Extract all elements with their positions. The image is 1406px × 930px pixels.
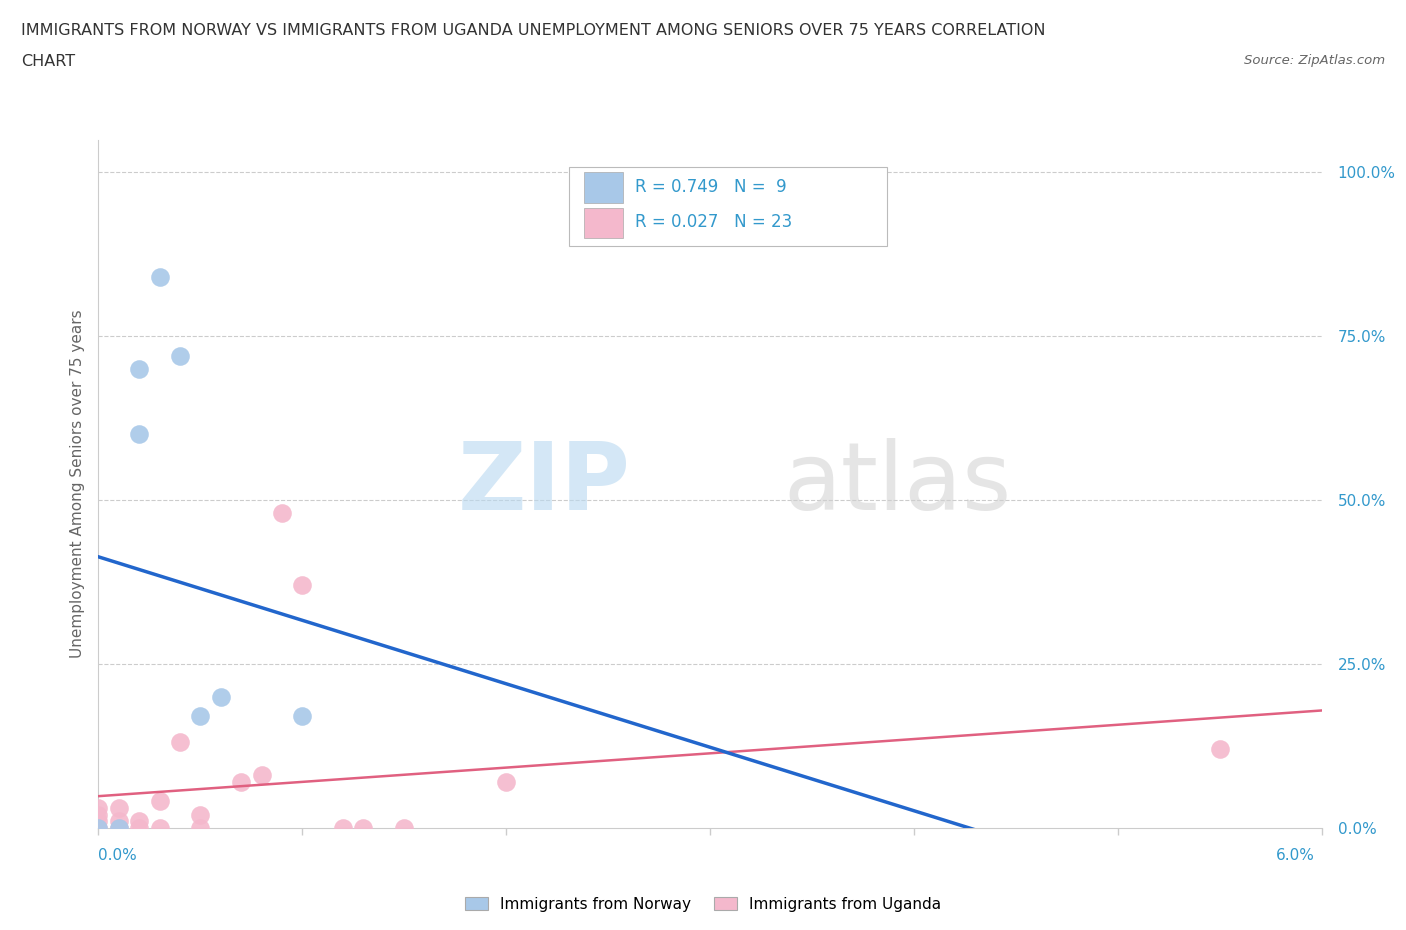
Point bbox=[188, 709, 212, 724]
Text: ZIP: ZIP bbox=[457, 438, 630, 529]
Point bbox=[291, 578, 314, 592]
Point bbox=[209, 689, 232, 704]
Point bbox=[188, 807, 212, 822]
Point bbox=[87, 814, 110, 829]
Y-axis label: Unemployment Among Seniors over 75 years: Unemployment Among Seniors over 75 years bbox=[69, 310, 84, 658]
Point bbox=[87, 820, 110, 835]
Point bbox=[108, 814, 131, 829]
Point bbox=[87, 820, 110, 835]
Point bbox=[270, 506, 292, 521]
Text: 6.0%: 6.0% bbox=[1275, 848, 1315, 863]
Point bbox=[188, 820, 212, 835]
Point bbox=[128, 820, 150, 835]
Point bbox=[128, 427, 150, 442]
Legend: Immigrants from Norway, Immigrants from Uganda: Immigrants from Norway, Immigrants from … bbox=[458, 890, 948, 918]
Point bbox=[128, 362, 150, 377]
Point bbox=[128, 814, 150, 829]
Point bbox=[250, 768, 273, 783]
Text: Source: ZipAtlas.com: Source: ZipAtlas.com bbox=[1244, 54, 1385, 67]
Point bbox=[169, 735, 191, 750]
Point bbox=[149, 794, 172, 809]
Point bbox=[291, 709, 314, 724]
FancyBboxPatch shape bbox=[569, 167, 887, 246]
Text: IMMIGRANTS FROM NORWAY VS IMMIGRANTS FROM UGANDA UNEMPLOYMENT AMONG SENIORS OVER: IMMIGRANTS FROM NORWAY VS IMMIGRANTS FRO… bbox=[21, 23, 1046, 38]
Point bbox=[108, 801, 131, 816]
Text: R = 0.749   N =  9: R = 0.749 N = 9 bbox=[636, 178, 787, 196]
Point bbox=[392, 820, 416, 835]
Text: CHART: CHART bbox=[21, 54, 75, 69]
Point bbox=[87, 801, 110, 816]
Point bbox=[149, 270, 172, 285]
Text: atlas: atlas bbox=[783, 438, 1012, 529]
Point bbox=[108, 820, 131, 835]
Point bbox=[352, 820, 374, 835]
Text: 0.0%: 0.0% bbox=[98, 848, 138, 863]
Point bbox=[332, 820, 354, 835]
Point bbox=[87, 807, 110, 822]
Point bbox=[108, 820, 131, 835]
Text: R = 0.027   N = 23: R = 0.027 N = 23 bbox=[636, 213, 793, 232]
FancyBboxPatch shape bbox=[583, 208, 623, 238]
Point bbox=[149, 820, 172, 835]
Point bbox=[169, 349, 191, 364]
Point bbox=[231, 775, 253, 790]
Point bbox=[1208, 741, 1232, 756]
Point bbox=[495, 775, 517, 790]
FancyBboxPatch shape bbox=[583, 172, 623, 203]
